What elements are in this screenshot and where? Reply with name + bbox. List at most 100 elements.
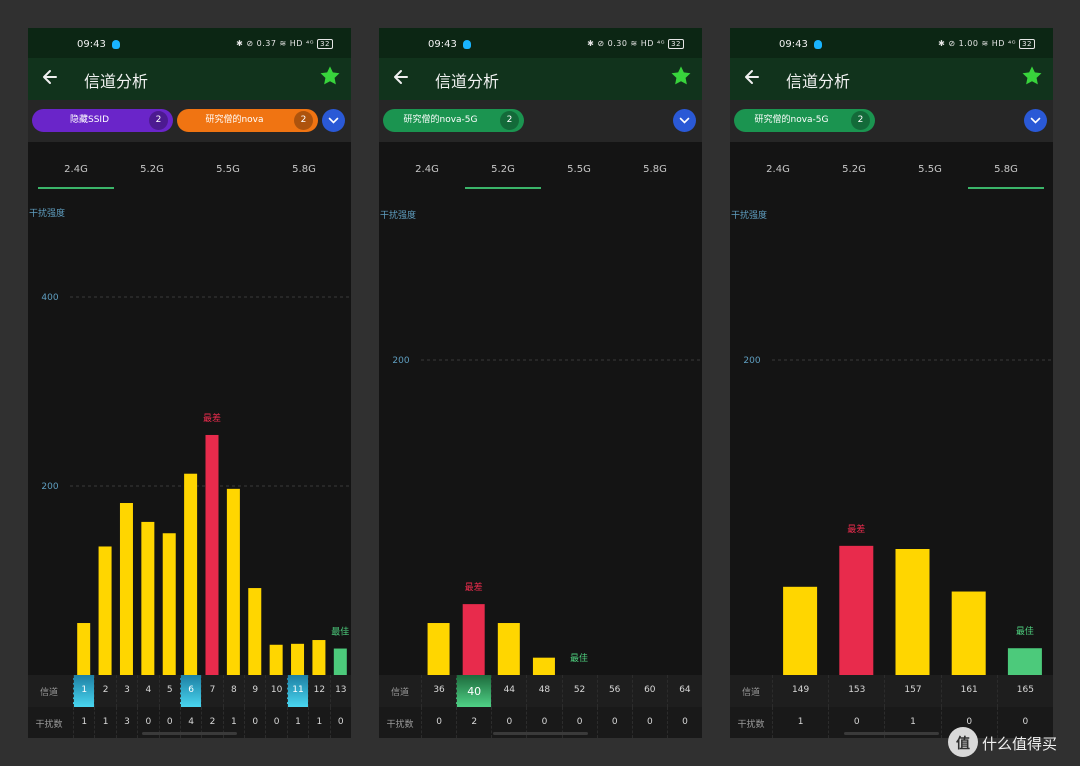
favorite-star-icon[interactable] (1021, 65, 1043, 87)
back-arrow-icon[interactable] (393, 67, 409, 87)
tab-2g4G[interactable]: 2.4G (766, 164, 790, 175)
band-tabs: 2.4G 5.2G 5.5G 5.8G (379, 142, 702, 192)
notification-bubble-icon (112, 40, 120, 49)
channel-cell-52[interactable]: 52 (561, 675, 597, 707)
channel-number: 64 (679, 685, 691, 695)
bar-channel-5 (162, 533, 176, 675)
channel-cell-8[interactable]: 8 (222, 675, 244, 707)
band-tabs: 2.4G 5.2G 5.5G 5.8G (28, 142, 351, 192)
bar-channel-40 (462, 604, 485, 675)
worst-channel-label: 最差 (203, 412, 221, 424)
count-cell: 0 (329, 707, 351, 738)
channel-cell-64[interactable]: 64 (666, 675, 702, 707)
notification-bubble-icon (463, 40, 471, 49)
count-cell: 2 (201, 707, 222, 738)
channel-cell-6[interactable]: 6 (179, 675, 202, 707)
channel-number: 161 (960, 685, 978, 695)
channel-cell-12[interactable]: 12 (308, 675, 329, 707)
tab-5g8G[interactable]: 5.8G (643, 164, 667, 175)
bar-channel-12 (312, 640, 326, 675)
ssid-chip-count-badge: 2 (294, 111, 313, 130)
channel-number: 5 (166, 685, 173, 695)
channel-cell-40[interactable]: 40 (456, 675, 492, 707)
favorite-star-icon[interactable] (670, 65, 692, 87)
ssid-chip[interactable]: 研究僧的nova 2 (177, 109, 318, 132)
expand-chips-chevron-icon[interactable] (1024, 109, 1047, 132)
bar-channel-3 (119, 503, 133, 675)
tab-5g2G[interactable]: 5.2G (491, 164, 515, 175)
channel-cell-2[interactable]: 2 (94, 675, 115, 707)
channel-cell-11[interactable]: 11 (286, 675, 309, 707)
channel-number: 12 (313, 685, 326, 695)
count-cell: 1 (94, 707, 115, 738)
channel-number: 52 (573, 685, 586, 695)
tab-2g4G[interactable]: 2.4G (64, 164, 88, 175)
channel-cell-157[interactable]: 157 (884, 675, 940, 707)
tab-2g4G[interactable]: 2.4G (415, 164, 439, 175)
tab-5g8G[interactable]: 5.8G (292, 164, 316, 175)
channel-cell-3[interactable]: 3 (115, 675, 137, 707)
horizontal-scrollbar[interactable] (493, 732, 588, 735)
channel-cell-48[interactable]: 48 (526, 675, 561, 707)
channel-cell-44[interactable]: 44 (491, 675, 526, 707)
ssid-chip-count-badge: 2 (851, 111, 870, 130)
bar-channel-13 (333, 648, 347, 675)
ssid-chip-label: 研究僧的nova-5G (403, 115, 478, 125)
channel-cell-36[interactable]: 36 (421, 675, 456, 707)
status-icons: ✱ ⊘ 0.37 ≋ HD ⁴ᴳ 32 (236, 39, 333, 49)
tab-5g5G[interactable]: 5.5G (918, 164, 942, 175)
channel-cell-10[interactable]: 10 (265, 675, 286, 707)
back-arrow-icon[interactable] (744, 67, 760, 87)
count-cell: 4 (179, 707, 201, 738)
tab-5g5G[interactable]: 5.5G (216, 164, 240, 175)
channel-cell-5[interactable]: 5 (158, 675, 180, 707)
channel-cell-1[interactable]: 1 (73, 675, 95, 707)
channel-cell-7[interactable]: 7 (201, 675, 222, 707)
active-tab-underline (465, 187, 541, 189)
channel-cell-149[interactable]: 149 (772, 675, 828, 707)
horizontal-scrollbar[interactable] (844, 732, 939, 735)
channel-cell-165[interactable]: 165 (996, 675, 1053, 707)
y-tick-label: 400 (41, 293, 58, 303)
channel-cell-56[interactable]: 56 (596, 675, 632, 707)
status-icons: ✱ ⊘ 1.00 ≋ HD ⁴ᴳ 32 (938, 39, 1035, 49)
channel-number: 56 (608, 685, 621, 695)
active-tab-underline (38, 187, 114, 189)
tab-5g2G[interactable]: 5.2G (140, 164, 164, 175)
count-row-label: 干扰数 (737, 720, 765, 730)
screen-5g8: 09:43 ✱ ⊘ 1.00 ≋ HD ⁴ᴳ 32 信道分析 研究僧的nova-5G 2 2… (730, 28, 1053, 738)
channel-cell-13[interactable]: 13 (329, 675, 351, 707)
interference-count: 0 (506, 717, 513, 727)
favorite-star-icon[interactable] (319, 65, 341, 87)
channel-cell-153[interactable]: 153 (828, 675, 884, 707)
bar-channel-8 (226, 488, 240, 675)
worst-channel-label: 最差 (465, 581, 483, 593)
expand-chips-chevron-icon[interactable] (673, 109, 696, 132)
channel-cell-4[interactable]: 4 (137, 675, 158, 707)
horizontal-scrollbar[interactable] (142, 732, 237, 735)
tab-5g8G[interactable]: 5.8G (994, 164, 1018, 175)
tab-5g2G[interactable]: 5.2G (842, 164, 866, 175)
ssid-chip[interactable]: 隐藏SSID 2 (32, 109, 173, 132)
channel-number: 11 (292, 685, 304, 695)
ssid-chip-row: 研究僧的nova-5G 2 (730, 100, 1053, 142)
channel-cell-161[interactable]: 161 (940, 675, 997, 707)
count-cell: 0 (491, 707, 526, 738)
expand-chips-chevron-icon[interactable] (322, 109, 345, 132)
channel-row-label: 信道 (390, 688, 409, 698)
tab-5g5G[interactable]: 5.5G (567, 164, 591, 175)
channel-row-label: 信道 (741, 688, 760, 698)
interference-count: 0 (337, 717, 344, 727)
best-channel-label: 最佳 (1016, 625, 1034, 637)
band-tabs: 2.4G 5.2G 5.5G 5.8G (730, 142, 1053, 192)
bar-channel-165 (1007, 648, 1042, 675)
channel-cell-9[interactable]: 9 (244, 675, 265, 707)
channel-cell-60[interactable]: 60 (631, 675, 667, 707)
back-arrow-icon[interactable] (42, 67, 58, 87)
ssid-chip[interactable]: 研究僧的nova-5G 2 (383, 109, 524, 132)
bar-channel-44 (497, 623, 520, 675)
interference-count: 1 (102, 717, 109, 727)
ssid-chip[interactable]: 研究僧的nova-5G 2 (734, 109, 875, 132)
status-icons: ✱ ⊘ 0.30 ≋ HD ⁴ᴳ 32 (587, 39, 684, 49)
